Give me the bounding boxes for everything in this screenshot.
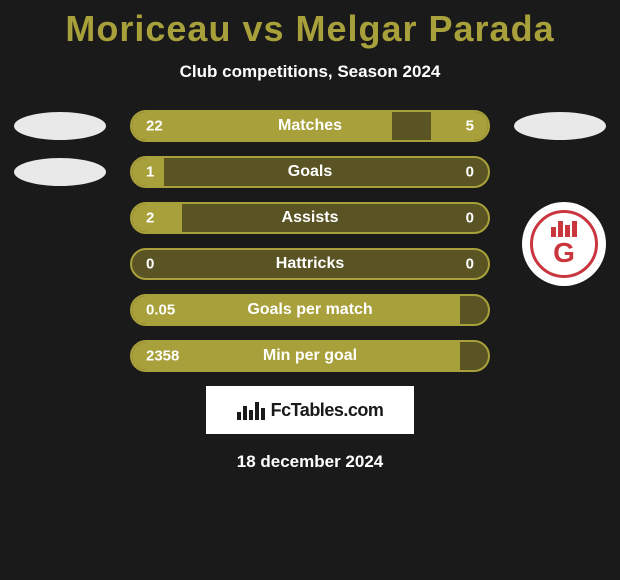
stat-label: Min per goal [263,347,357,365]
page-title: Moriceau vs Melgar Parada [0,8,620,50]
player-left-placeholder-1 [14,112,106,140]
stat-label: Goals [288,163,332,181]
stat-value-right: 5 [466,118,474,135]
stat-fill-right [431,112,488,140]
stat-label: Hattricks [276,255,344,273]
stat-value-left: 22 [146,118,163,135]
stat-value-right: 0 [466,164,474,181]
stat-value-left: 0 [146,256,154,273]
stat-bar: 0.05 Goals per match [130,294,490,326]
subtitle: Club competitions, Season 2024 [0,62,620,82]
stat-fill-left [132,204,182,232]
date-text: 18 december 2024 [0,452,620,472]
club-letter: G [553,237,575,269]
stat-bar: 22 5 Matches [130,110,490,142]
stat-value-right: 0 [466,210,474,227]
stat-label: Matches [278,117,342,135]
stat-value-right: 0 [466,256,474,273]
stat-fill-left [132,112,392,140]
stat-value-left: 2 [146,210,154,227]
stat-label: Assists [282,209,339,227]
fctables-text: FcTables.com [271,400,384,421]
stat-bar: 2358 Min per goal [130,340,490,372]
fctables-logo: FcTables.com [206,386,414,434]
stat-value-left: 2358 [146,348,179,365]
stat-bar: 0 0 Hattricks [130,248,490,280]
stat-bar: 2 0 Assists [130,202,490,234]
stat-value-left: 0.05 [146,302,175,319]
player-left-placeholder-2 [14,158,106,186]
fctables-chart-icon [237,400,265,420]
stat-bar: 1 0 Goals [130,156,490,188]
player-right-placeholder [514,112,606,140]
stat-value-left: 1 [146,164,154,181]
club-badge-right: G [522,202,606,286]
stat-label: Goals per match [247,301,372,319]
